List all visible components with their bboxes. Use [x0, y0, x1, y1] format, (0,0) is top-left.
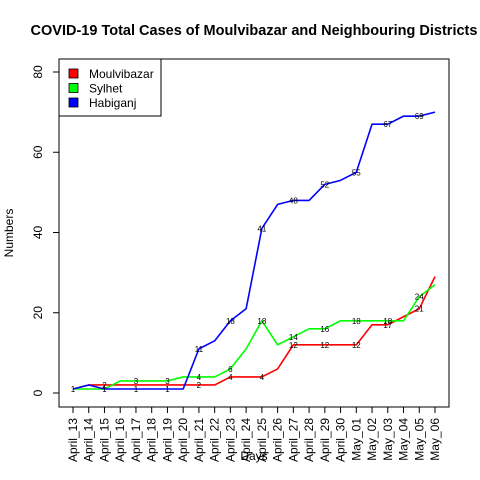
data-label-sylhet: 3	[165, 377, 170, 386]
x-tick-label: April_15	[97, 418, 111, 462]
data-label-moulvibazar: 4	[228, 373, 233, 382]
data-label-sylhet: 18	[257, 317, 266, 326]
data-label-habiganj: 1	[134, 385, 139, 394]
data-label-moulvibazar: 2	[102, 381, 107, 390]
y-tick-label: 80	[31, 65, 45, 79]
data-label-moulvibazar: 21	[415, 305, 424, 314]
x-tick-label: April_29	[318, 418, 332, 462]
data-label-moulvibazar: 12	[352, 341, 361, 350]
data-label-habiganj: 1	[71, 385, 76, 394]
x-tick-label: April_25	[255, 418, 269, 462]
series-line-habiganj	[72, 111, 436, 390]
x-tick-label: April_19	[160, 418, 174, 462]
legend-swatch-habiganj	[68, 97, 79, 108]
data-label-habiganj: 52	[320, 180, 329, 189]
data-label-sylhet: 14	[289, 333, 298, 342]
chart-title: COVID-19 Total Cases of Moulvibazar and …	[31, 23, 478, 39]
legend-label-habiganj: Habiganj	[89, 96, 136, 110]
data-label-sylhet: 6	[228, 365, 233, 374]
x-tick-label: April_17	[129, 418, 143, 462]
x-tick-label: April_28	[302, 418, 316, 462]
data-label-sylhet: 18	[383, 317, 392, 326]
x-tick-label: April_30	[334, 418, 348, 462]
data-label-habiganj: 69	[415, 112, 424, 121]
data-label-sylhet: 3	[134, 377, 139, 386]
legend-label-sylhet: Sylhet	[89, 82, 123, 96]
x-axis: April_13 April_14 April_15 April_16 April_17…	[66, 406, 442, 462]
data-label-habiganj: 48	[289, 196, 298, 205]
series-line-sylhet	[73, 284, 436, 390]
x-tick-label: April_26	[271, 418, 285, 462]
x-tick-label: May_02	[365, 418, 379, 461]
x-tick-label: April_13	[66, 418, 80, 462]
data-label-sylhet: 4	[197, 373, 202, 382]
y-tick-label: 60	[31, 145, 45, 159]
legend-label-moulvibazar: Moulvibazar	[89, 67, 154, 81]
y-tick-label: 20	[31, 306, 45, 320]
x-tick-label: April_24	[239, 418, 253, 462]
series-layer	[72, 111, 436, 390]
x-tick-label: May_03	[381, 418, 395, 461]
series-line-moulvibazar	[72, 276, 436, 390]
data-label-moulvibazar: 17	[383, 321, 392, 330]
data-label-moulvibazar: 4	[260, 373, 265, 382]
x-tick-label: April_20	[176, 418, 190, 462]
y-axis-label: Numbers	[2, 209, 16, 258]
data-label-moulvibazar: 2	[197, 381, 202, 390]
x-tick-label: May_01	[349, 418, 363, 461]
data-label-moulvibazar: 12	[289, 341, 298, 350]
x-tick-label: April_22	[208, 418, 222, 462]
data-label-habiganj: 67	[383, 120, 392, 129]
data-label-moulvibazar: 12	[320, 341, 329, 350]
x-tick-label: May_05	[412, 418, 426, 461]
y-tick-label: 0	[31, 389, 45, 396]
data-label-sylhet: 18	[352, 317, 361, 326]
x-tick-label: May_06	[428, 418, 442, 461]
legend-swatch-sylhet	[68, 83, 79, 93]
x-tick-label: April_23	[223, 418, 237, 462]
x-tick-label: May_04	[397, 418, 411, 461]
legend-swatch-moulvibazar	[68, 68, 79, 79]
x-tick-label: April_27	[286, 418, 300, 462]
data-label-habiganj: 41	[257, 224, 266, 233]
x-tick-label: April_16	[113, 418, 127, 462]
data-label-sylhet: 24	[415, 293, 424, 302]
data-label-sylhet: 16	[320, 325, 329, 334]
x-tick-label: April_21	[192, 418, 206, 462]
x-tick-label: April_14	[82, 418, 96, 462]
data-label-habiganj: 18	[226, 317, 235, 326]
x-tick-label: April_18	[145, 418, 159, 462]
y-tick-label: 40	[31, 226, 45, 240]
data-label-habiganj: 55	[352, 168, 361, 177]
data-label-habiganj: 11	[195, 345, 204, 354]
data-label-habiganj: 1	[102, 385, 107, 394]
data-label-habiganj: 1	[165, 385, 170, 394]
x-axis-label: Days	[240, 449, 267, 463]
y-axis: 0 20 40 60 80	[31, 65, 60, 396]
